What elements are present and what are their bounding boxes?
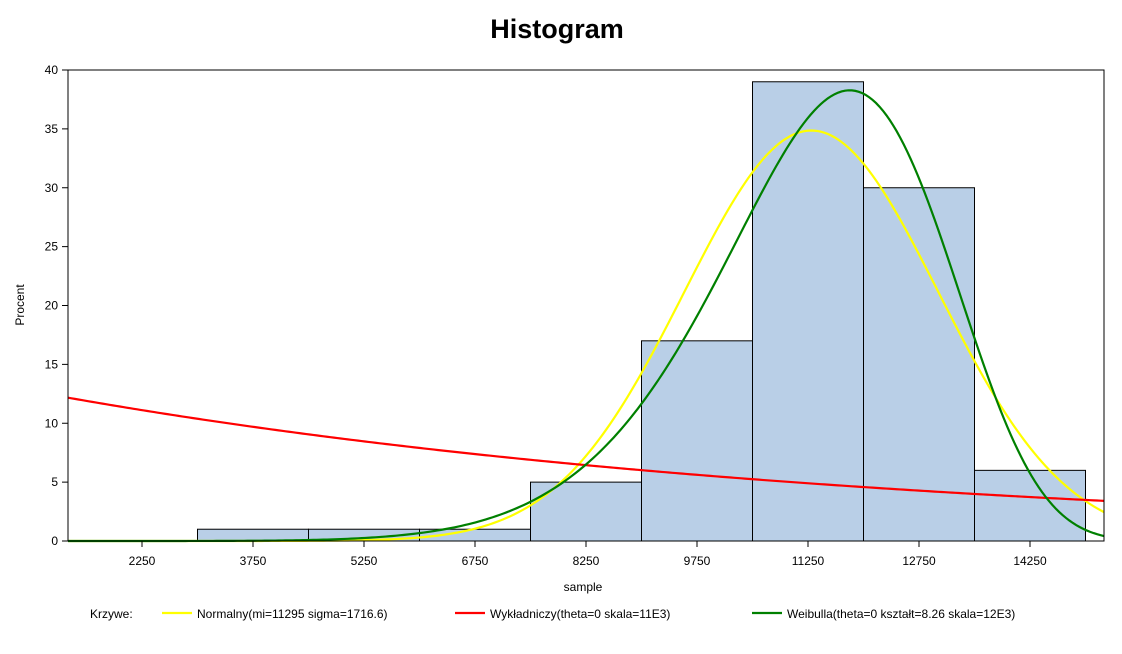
chart-title: Histogram bbox=[490, 14, 624, 44]
histogram-bar bbox=[641, 340, 753, 542]
histogram-bar bbox=[752, 81, 864, 542]
y-tick-label: 30 bbox=[45, 181, 59, 195]
x-tick-label: 11250 bbox=[792, 554, 825, 568]
y-tick-label: 5 bbox=[51, 475, 58, 489]
y-tick-label: 40 bbox=[45, 63, 59, 77]
histogram-bar bbox=[530, 481, 642, 542]
legend: Krzywe: Normalny(mi=11295 sigma=1716.6) W… bbox=[90, 607, 1015, 621]
x-axis-label: sample bbox=[564, 580, 603, 594]
histogram-bar bbox=[863, 187, 975, 542]
y-tick-label: 0 bbox=[51, 534, 58, 548]
y-axis-label: Procent bbox=[13, 284, 27, 326]
y-axis: 0 5 10 15 20 25 30 35 40 bbox=[45, 63, 68, 548]
x-tick-label: 3750 bbox=[240, 554, 267, 568]
x-tick-label: 5250 bbox=[351, 554, 378, 568]
y-tick-label: 25 bbox=[45, 240, 59, 254]
legend-entry-normal: Normalny(mi=11295 sigma=1716.6) bbox=[197, 607, 388, 621]
legend-entry-exponential: Wykładniczy(theta=0 skala=11E3) bbox=[490, 607, 670, 621]
histogram-bar bbox=[974, 469, 1086, 542]
bars-layer bbox=[197, 81, 1086, 542]
x-tick-label: 6750 bbox=[462, 554, 489, 568]
y-tick-label: 15 bbox=[45, 357, 59, 371]
x-axis: 2250 3750 5250 6750 8250 9750 11250 12750 14250 bbox=[129, 541, 1047, 568]
y-tick-label: 10 bbox=[45, 416, 59, 430]
x-tick-label: 2250 bbox=[129, 554, 156, 568]
x-tick-label: 12750 bbox=[902, 554, 936, 568]
y-tick-label: 20 bbox=[45, 299, 59, 313]
x-tick-label: 14250 bbox=[1013, 554, 1047, 568]
legend-entry-weibull: Weibulla(theta=0 kształt=8.26 skala=12E3… bbox=[787, 607, 1015, 621]
x-tick-label: 8250 bbox=[573, 554, 600, 568]
legend-title: Krzywe: bbox=[90, 607, 133, 621]
y-tick-label: 35 bbox=[45, 122, 59, 136]
x-tick-label: 9750 bbox=[684, 554, 711, 568]
